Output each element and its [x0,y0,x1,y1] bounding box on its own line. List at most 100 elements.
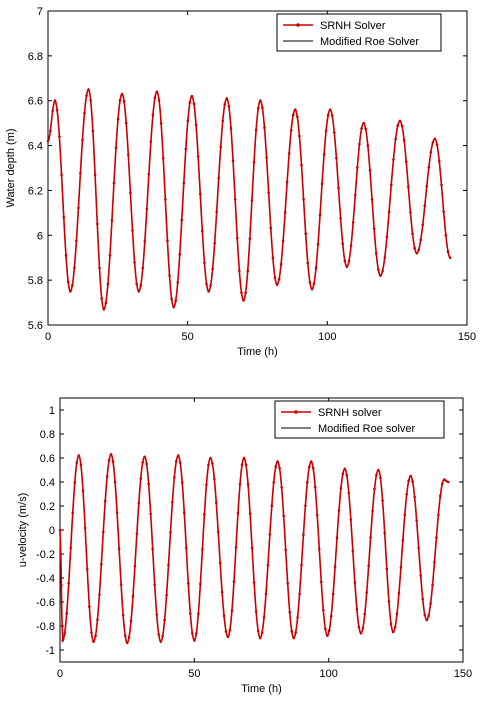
srnh-marker [328,629,331,632]
srnh-marker [179,461,182,464]
srnh-marker [409,475,412,478]
srnh-marker [141,461,144,464]
srnh-marker [423,613,426,616]
srnh-marker [139,477,142,480]
srnh-marker [205,483,208,486]
srnh-marker [241,464,244,467]
srnh-marker [107,283,110,286]
srnh-marker [362,627,365,630]
srnh-marker [292,114,295,117]
srnh-marker [440,184,443,187]
srnh-marker [106,475,109,478]
srnh-marker [100,563,103,566]
srnh-marker [339,217,342,220]
srnh-marker [311,288,314,291]
srnh-marker [123,100,126,103]
srnh-marker [231,609,234,612]
srnh-marker [274,466,277,469]
srnh-marker [320,581,323,584]
srnh-marker [59,529,62,532]
srnh-marker [80,464,83,467]
srnh-marker [267,564,270,567]
srnh-marker [288,152,291,155]
srnh-marker [221,120,224,123]
srnh-marker [421,598,424,601]
series-line-srnh [48,90,450,310]
srnh-marker [449,256,452,259]
y-tick-label: 0.8 [40,429,55,441]
srnh-marker [60,174,63,177]
srnh-marker [280,263,283,266]
srnh-marker [313,282,316,285]
y-tick-label: 6.8 [28,51,43,63]
srnh-marker [96,223,99,226]
srnh-marker [125,122,128,125]
srnh-marker [232,159,235,162]
srnh-marker [75,240,78,243]
srnh-marker [292,637,295,640]
srnh-marker [228,105,231,108]
srnh-marker [201,230,204,233]
srnh-marker [49,130,52,133]
srnh-marker [87,88,90,91]
srnh-marker [165,594,168,597]
srnh-marker [331,114,334,117]
srnh-marker [269,227,272,230]
srnh-marker [205,283,208,286]
srnh-marker [267,191,270,194]
srnh-marker [329,108,332,111]
srnh-marker [341,242,344,245]
srnh-marker [269,533,272,536]
srnh-marker [213,242,216,245]
series-lines [47,88,452,310]
srnh-marker [253,581,256,584]
legend-label-srnh: SRNH Solver [320,20,386,32]
srnh-marker [56,109,59,112]
srnh-marker [298,135,301,138]
srnh-marker [321,183,324,186]
srnh-marker [439,495,442,498]
srnh-marker [379,274,382,277]
srnh-marker [429,602,432,605]
srnh-marker [51,110,54,113]
srnh-marker [332,593,335,596]
srnh-marker [356,166,359,169]
srnh-marker [367,564,370,567]
srnh-marker [423,205,426,208]
srnh-marker [251,199,254,202]
srnh-marker [261,106,264,109]
srnh-marker [191,95,194,98]
srnh-marker [364,128,367,131]
srnh-marker [169,531,172,534]
srnh-marker [233,580,236,583]
srnh-marker [86,568,89,571]
srnh-marker [348,260,351,263]
srnh-marker [394,138,397,141]
srnh-marker [433,561,436,564]
srnh-marker [352,221,355,224]
srnh-marker [82,489,85,492]
srnh-marker [159,640,162,643]
srnh-marker [431,584,434,587]
srnh-marker [415,519,418,522]
srnh-marker [386,568,389,571]
srnh-marker [427,614,430,617]
srnh-marker [158,99,161,102]
srnh-marker [346,265,349,268]
srnh-marker [147,483,150,486]
srnh-marker [284,211,287,214]
srnh-marker [199,583,202,586]
srnh-marker [73,481,76,484]
srnh-marker [318,547,321,550]
srnh-marker [77,207,80,210]
y-tick-label: 0.2 [40,501,55,513]
srnh-marker [115,147,118,150]
srnh-marker [60,584,63,587]
srnh-marker [242,299,245,302]
srnh-marker [360,127,363,130]
srnh-marker [434,138,437,141]
srnh-marker [302,533,305,536]
srnh-marker [375,474,378,477]
srnh-marker [133,261,136,264]
srnh-marker [259,637,262,640]
